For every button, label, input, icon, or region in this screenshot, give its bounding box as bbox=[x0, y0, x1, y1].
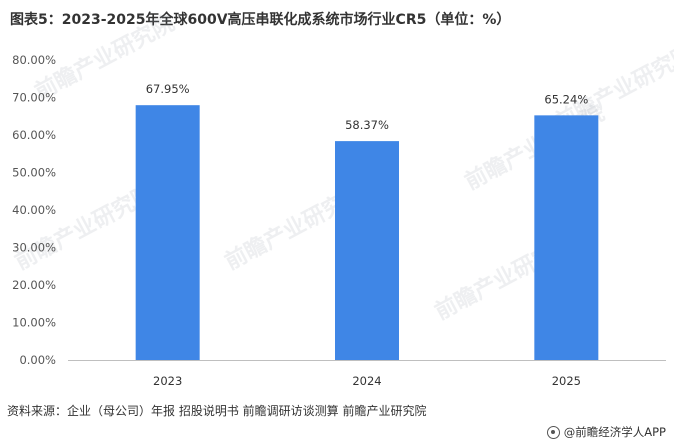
x-tick-label-2024: 2024 bbox=[352, 374, 381, 388]
y-tick-label: 40.00% bbox=[12, 203, 56, 217]
bars bbox=[135, 105, 599, 360]
y-tick-label: 10.00% bbox=[12, 316, 56, 330]
data-label-2024: 58.37% bbox=[345, 118, 389, 132]
credit-text: @前瞻经济学人APP bbox=[563, 425, 666, 439]
data-labels: 67.95% 58.37% 65.24% bbox=[146, 82, 589, 132]
y-tick-label: 80.00% bbox=[12, 53, 56, 67]
data-label-2023: 67.95% bbox=[146, 82, 190, 96]
x-tick-label-2023: 2023 bbox=[153, 374, 182, 388]
x-axis: 2023 2024 2025 bbox=[68, 360, 666, 388]
brand-logo-icon bbox=[546, 425, 560, 439]
bar-2023[interactable] bbox=[135, 105, 200, 360]
chart-title: 图表5：2023-2025年全球600V高压串联化成系统市场行业CR5（单位：%… bbox=[10, 12, 511, 28]
bar-2024[interactable] bbox=[335, 141, 399, 360]
y-tick-label: 70.00% bbox=[12, 91, 56, 105]
source-note: 资料来源：企业（母公司）年报 招股说明书 前瞻调研访谈测算 前瞻产业研究院 bbox=[7, 404, 427, 418]
credit: @前瞻经济学人APP bbox=[546, 424, 666, 440]
data-label-2025: 65.24% bbox=[544, 92, 588, 106]
y-tick-label: 0.00% bbox=[19, 353, 56, 367]
y-tick-label: 20.00% bbox=[12, 278, 56, 292]
y-axis: 0.00% 10.00% 20.00% 30.00% 40.00% 50.00% 60.00… bbox=[12, 53, 56, 367]
x-tick-label-2025: 2025 bbox=[552, 374, 581, 388]
bar-2025[interactable] bbox=[534, 115, 599, 360]
y-tick-label: 60.00% bbox=[12, 128, 56, 142]
y-tick-label: 30.00% bbox=[12, 241, 56, 255]
y-tick-label: 50.00% bbox=[12, 166, 56, 180]
